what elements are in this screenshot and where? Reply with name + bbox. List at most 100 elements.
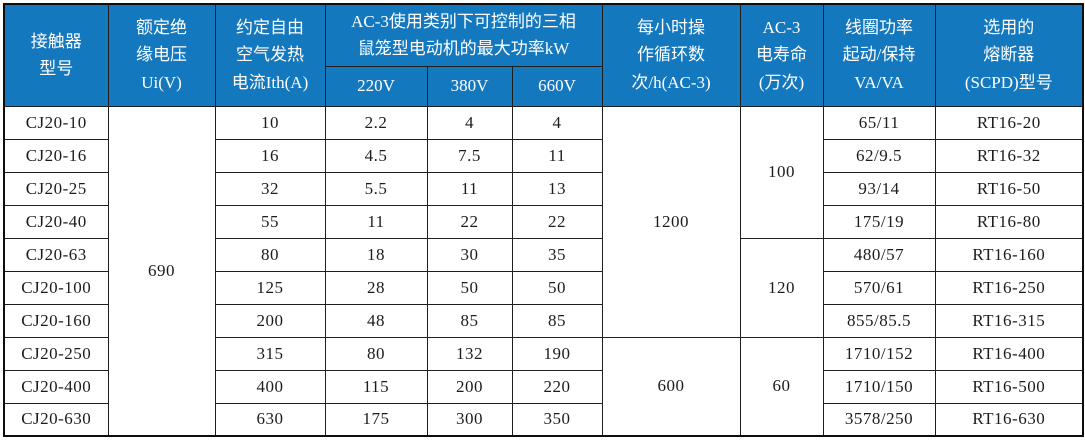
table-body: CJ20-10 690 10 2.2 4 4 1200 100 65/11 RT… [3, 105, 1084, 437]
cell-p380: 200 [426, 369, 513, 404]
cell-p660: 35 [511, 237, 603, 272]
cell-coil: 1710/150 [822, 369, 936, 404]
cell-coil: 175/19 [822, 204, 936, 239]
cell-ith: 55 [214, 204, 326, 239]
cell-model: CJ20-63 [3, 237, 109, 272]
cell-p380: 22 [426, 204, 513, 239]
cell-cycles-merged: 600 [601, 336, 741, 437]
cell-coil: 1710/152 [822, 336, 936, 371]
cell-fuse: RT16-250 [934, 270, 1084, 305]
table-row: CJ20-400 400 115 200 220 1710/150 RT16-5… [3, 369, 1084, 404]
cell-p380: 4 [426, 105, 513, 140]
cell-p660: 350 [511, 402, 603, 437]
cell-p380: 300 [426, 402, 513, 437]
cell-p380: 85 [426, 303, 513, 338]
cell-p660: 11 [511, 138, 603, 173]
header-row-sub: 220V 380V 660V [4, 65, 1083, 107]
cell-p220: 4.5 [324, 138, 428, 173]
cell-p220: 5.5 [324, 171, 428, 206]
cell-model: CJ20-10 [3, 105, 109, 140]
cell-p220: 175 [324, 402, 428, 437]
cell-fuse: RT16-20 [934, 105, 1084, 140]
header-380v: 380V [426, 65, 513, 107]
header-insulation-voltage: 额定绝 缘电压 Ui(V) [107, 3, 216, 107]
table-header: 接触器 型号 额定绝 缘电压 Ui(V) 约定自由 空气发热 电流Ith(A) … [3, 3, 1084, 107]
cell-fuse: RT16-500 [934, 369, 1084, 404]
header-fuse-model: 选用的 熔断器 (SCPD)型号 [934, 3, 1084, 107]
header-220v: 220V [324, 65, 428, 107]
cell-p220: 28 [324, 270, 428, 305]
cell-p660: 22 [511, 204, 603, 239]
cell-p380: 50 [426, 270, 513, 305]
header-row-top: 接触器 型号 额定绝 缘电压 Ui(V) 约定自由 空气发热 电流Ith(A) … [3, 3, 1084, 107]
header-electrical-life: AC-3 电寿命 (万次) [739, 3, 824, 107]
cell-ith: 10 [214, 105, 326, 140]
cell-p380: 30 [426, 237, 513, 272]
cell-coil: 62/9.5 [822, 138, 936, 173]
cell-ith: 80 [214, 237, 326, 272]
cell-p220: 2.2 [324, 105, 428, 140]
cell-model: CJ20-250 [3, 336, 109, 371]
cell-p660: 4 [511, 105, 603, 140]
cell-model: CJ20-630 [3, 402, 109, 437]
header-model: 接触器 型号 [3, 3, 109, 107]
cell-p380: 11 [426, 171, 513, 206]
cell-p220: 80 [324, 336, 428, 371]
cell-p220: 115 [324, 369, 428, 404]
cell-fuse: RT16-32 [934, 138, 1084, 173]
cell-fuse: RT16-315 [934, 303, 1084, 338]
header-thermal-current: 约定自由 空气发热 电流Ith(A) [214, 3, 326, 107]
cell-model: CJ20-160 [3, 303, 109, 338]
cell-ith: 400 [214, 369, 326, 404]
header-ac3-power: AC-3使用类别下可控制的三相 鼠笼型电动机的最大功率kW [324, 3, 603, 67]
cell-fuse: RT16-400 [934, 336, 1084, 371]
cell-coil: 65/11 [822, 105, 936, 140]
cell-model: CJ20-100 [3, 270, 109, 305]
cell-ith: 630 [214, 402, 326, 437]
cell-p220: 48 [324, 303, 428, 338]
table-row: CJ20-40 55 11 22 22 175/19 RT16-80 [3, 204, 1084, 239]
cell-p380: 132 [426, 336, 513, 371]
cell-coil: 3578/250 [822, 402, 936, 437]
cell-life-merged: 120 [739, 237, 824, 338]
cell-ith: 32 [214, 171, 326, 206]
cell-life-merged: 60 [739, 336, 824, 437]
table-row: CJ20-630 630 175 300 350 3578/250 RT16-6… [3, 402, 1084, 437]
cell-coil: 480/57 [822, 237, 936, 272]
cell-p660: 13 [511, 171, 603, 206]
cell-cycles-merged: 1200 [601, 105, 741, 338]
cell-p660: 190 [511, 336, 603, 371]
cell-p220: 18 [324, 237, 428, 272]
table-row: CJ20-250 315 80 132 190 600 60 1710/152 … [3, 336, 1084, 437]
cell-p220: 11 [324, 204, 428, 239]
cell-model: CJ20-40 [3, 204, 109, 239]
cell-model: CJ20-16 [3, 138, 109, 173]
cell-ui-merged: 690 [107, 105, 216, 437]
table-row: CJ20-16 16 4.5 7.5 11 62/9.5 RT16-32 [3, 138, 1084, 173]
cell-coil: 93/14 [822, 171, 936, 206]
header-660v: 660V [511, 65, 603, 107]
cell-ith: 16 [214, 138, 326, 173]
cell-fuse: RT16-160 [934, 237, 1084, 272]
cell-fuse: RT16-630 [934, 402, 1084, 437]
cell-life-merged: 100 [739, 105, 824, 239]
table-row: CJ20-25 32 5.5 11 13 93/14 RT16-50 [3, 171, 1084, 206]
cell-ith: 315 [214, 336, 326, 371]
contactor-spec-table: 接触器 型号 额定绝 缘电压 Ui(V) 约定自由 空气发热 电流Ith(A) … [3, 3, 1085, 437]
cell-p660: 50 [511, 270, 603, 305]
table-row: CJ20-10 690 10 2.2 4 4 1200 100 65/11 RT… [3, 105, 1084, 437]
cell-p660: 220 [511, 369, 603, 404]
cell-model: CJ20-25 [3, 171, 109, 206]
table-row: CJ20-100 125 28 50 50 570/61 RT16-250 [3, 270, 1084, 305]
cell-fuse: RT16-80 [934, 204, 1084, 239]
cell-model: CJ20-400 [3, 369, 109, 404]
cell-ith: 125 [214, 270, 326, 305]
cell-p660: 85 [511, 303, 603, 338]
cell-ith: 200 [214, 303, 326, 338]
cell-coil: 570/61 [822, 270, 936, 305]
cell-coil: 855/85.5 [822, 303, 936, 338]
header-coil-power: 线圈功率 起动/保持 VA/VA [822, 3, 936, 107]
header-cycles-per-hour: 每小时操 作循环数 次/h(AC-3) [601, 3, 741, 107]
cell-fuse: RT16-50 [934, 171, 1084, 206]
cell-p380: 7.5 [426, 138, 513, 173]
